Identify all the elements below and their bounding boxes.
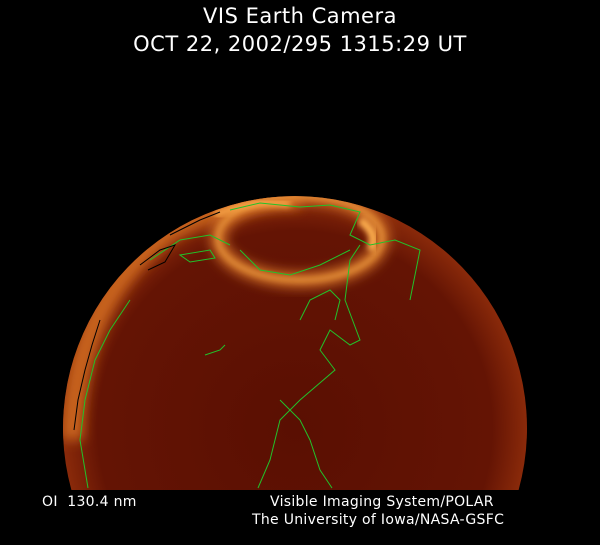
aurora-bright-spot [357,216,378,253]
coastlines [79,202,421,489]
instrument-credit: Visible Imaging System/POLAR [270,494,494,510]
auroral-oval-core [216,196,384,282]
image-timestamp: OCT 22, 2002/295 1315:29 UT [133,32,467,56]
wavelength-label: OI 130.4 nm [42,494,137,510]
institution-credit: The University of Iowa/NASA-GSFC [252,512,505,528]
image-title: VIS Earth Camera [203,4,397,28]
terminator-coastlines [73,211,221,431]
earth-disk [62,196,528,491]
